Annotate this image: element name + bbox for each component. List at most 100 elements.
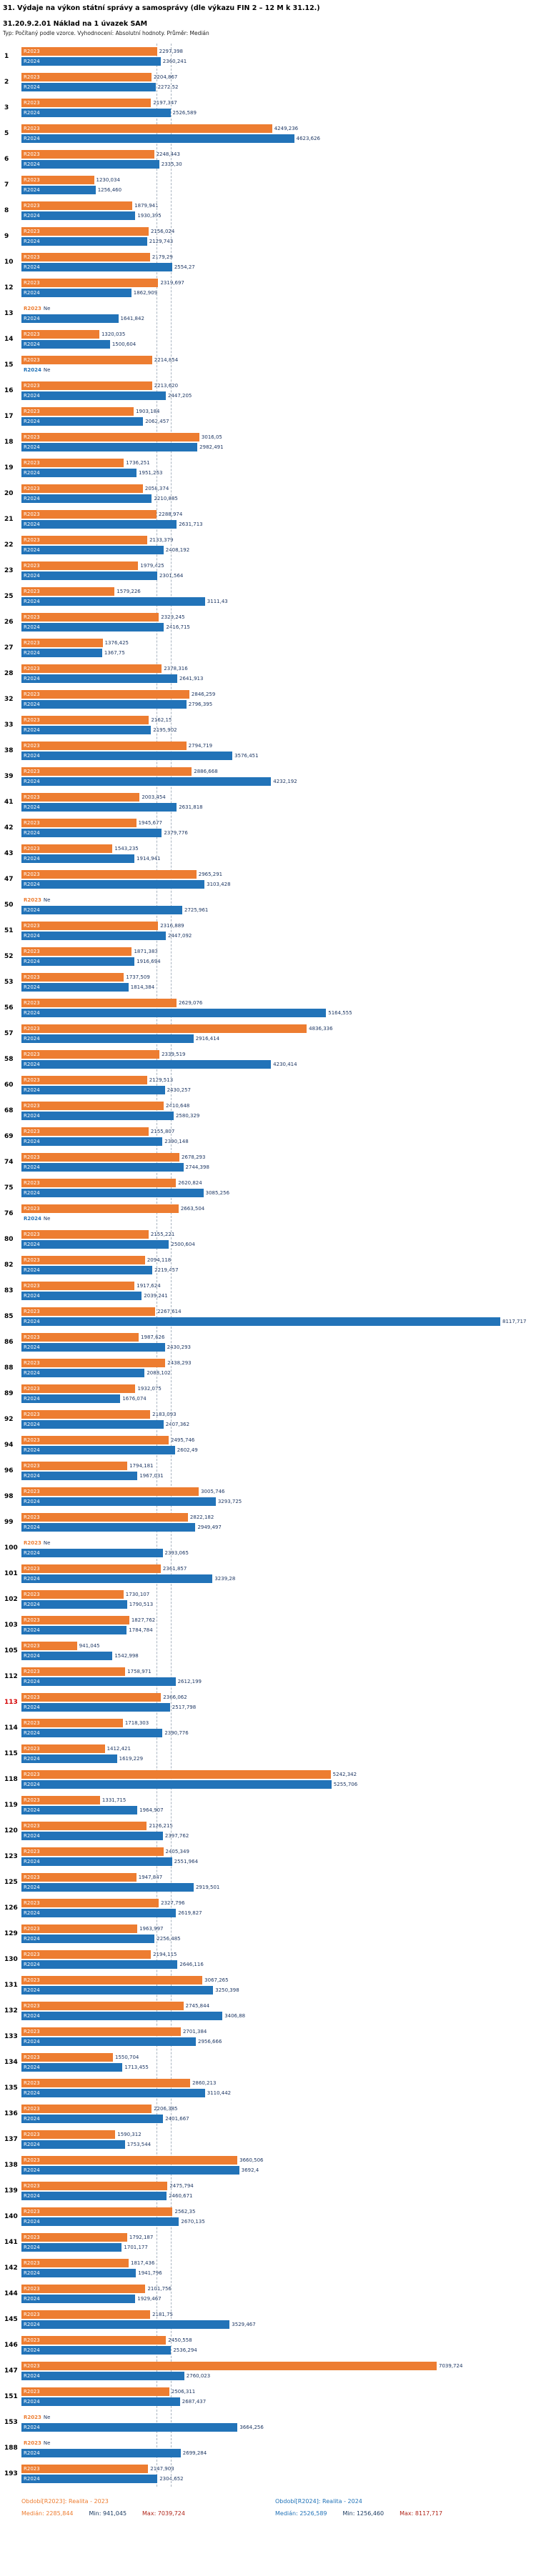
bar-r2023[interactable]: R2023 bbox=[21, 2078, 191, 2087]
bar-r2024[interactable]: R2024 bbox=[21, 2242, 122, 2252]
bar-r2023[interactable]: R2023 bbox=[21, 201, 133, 210]
bar-r2023[interactable]: R2023 bbox=[21, 226, 149, 236]
bar-r2024[interactable]: R2024 bbox=[21, 2140, 125, 2149]
bar-r2023[interactable]: R2023 bbox=[21, 1461, 128, 1470]
bar-r2023[interactable]: R2023 bbox=[21, 1692, 162, 1702]
bar-r2024[interactable]: R2024 bbox=[21, 1574, 213, 1583]
bar-r2023[interactable]: R2023 bbox=[21, 98, 152, 107]
bar-r2023[interactable]: R2023 bbox=[21, 741, 187, 750]
bar-r2023[interactable]: R2023 bbox=[21, 1409, 151, 1419]
bar-r2023[interactable]: R2023 bbox=[21, 2027, 181, 2036]
bar-r2024[interactable]: R2024 bbox=[21, 1317, 500, 1326]
bar-r2024[interactable]: R2024 bbox=[21, 1522, 196, 1532]
bar-r2023[interactable]: R2023 bbox=[21, 1307, 156, 1316]
bar-r2024[interactable]: R2024 bbox=[21, 1677, 176, 1686]
bar-r2023[interactable]: R2023 bbox=[21, 1744, 105, 1753]
bar-r2023[interactable]: R2023 bbox=[21, 715, 149, 724]
bar-r2024[interactable]: R2024 bbox=[21, 777, 272, 786]
bar-r2024[interactable]: R2024 bbox=[21, 2320, 230, 2329]
bar-r2023[interactable]: R2023 bbox=[21, 921, 159, 930]
bar-r2024[interactable]: R2024 bbox=[21, 1368, 145, 1377]
bar-r2024[interactable]: R2024 bbox=[21, 1471, 138, 1480]
bar-r2023[interactable]: R2023 bbox=[21, 406, 134, 416]
bar-r2023[interactable]: R2023 bbox=[21, 1795, 100, 1804]
bar-r2023[interactable]: R2023 bbox=[21, 2464, 149, 2473]
bar-r2023[interactable]: R2023 bbox=[21, 1358, 166, 1367]
bar-r2024[interactable]: R2024 bbox=[21, 56, 161, 66]
bar-r2024[interactable]: R2024 bbox=[21, 828, 162, 837]
bar-r2024[interactable]: R2024 bbox=[21, 2011, 223, 2020]
bar-r2024[interactable]: R2024 bbox=[21, 2088, 205, 2097]
bar-r2024[interactable]: R2024 bbox=[21, 1882, 194, 1892]
bar-r2024[interactable]: R2024 bbox=[21, 134, 294, 143]
bar-r2023[interactable]: R2023 bbox=[21, 2232, 127, 2242]
bar-r2023[interactable]: R2023 bbox=[21, 1101, 164, 1110]
bar-r2023[interactable]: R2023 bbox=[21, 1975, 203, 1985]
bar-r2023[interactable]: R2023 bbox=[21, 2284, 146, 2293]
bar-r2024[interactable]: R2024 bbox=[21, 1779, 332, 1789]
bar-r2023[interactable]: R2023 bbox=[21, 689, 189, 699]
bar-r2024[interactable]: R2024 bbox=[21, 1599, 127, 1609]
bar-r2023[interactable]: R2023 bbox=[21, 355, 152, 364]
bar-r2024[interactable]: R2024 bbox=[21, 314, 119, 323]
bar-r2024[interactable]: R2024 bbox=[21, 1239, 169, 1249]
bar-r2023[interactable]: R2023 bbox=[21, 1384, 136, 1393]
bar-r2023[interactable]: R2023 bbox=[21, 1718, 123, 1727]
bar-r2024[interactable]: R2024 bbox=[21, 391, 166, 400]
bar-r2024[interactable]: R2024 bbox=[21, 339, 110, 349]
bar-r2023[interactable]: R2023 bbox=[21, 1332, 139, 1342]
bar-r2024[interactable]: R2024 bbox=[21, 1137, 163, 1146]
bar-r2023[interactable]: R2023 bbox=[21, 1487, 199, 1496]
bar-r2023[interactable]: R2023 bbox=[21, 844, 113, 853]
bar-r2023[interactable]: R2023 bbox=[21, 329, 99, 339]
bar-r2024[interactable]: R2024 bbox=[21, 1162, 184, 1172]
bar-r2024[interactable]: R2024 bbox=[21, 1754, 117, 1763]
bar-r2024[interactable]: R2024 bbox=[21, 1445, 175, 1454]
bar-r2024[interactable]: R2024 bbox=[21, 1548, 163, 1557]
bar-r2024[interactable]: R2024 bbox=[21, 288, 131, 297]
bar-r2023[interactable]: R2023 bbox=[21, 1898, 159, 1907]
bar-r2023[interactable]: R2023 bbox=[21, 1049, 160, 1059]
bar-r2024[interactable]: R2024 bbox=[21, 1702, 170, 1712]
bar-r2024[interactable]: R2024 bbox=[21, 236, 147, 246]
bar-r2023[interactable]: R2023 bbox=[21, 1667, 126, 1676]
bar-r2023[interactable]: R2023 bbox=[21, 1769, 331, 1779]
bar-r2023[interactable]: R2023 bbox=[21, 149, 154, 159]
bar-r2023[interactable]: R2023 bbox=[21, 1075, 147, 1084]
bar-r2023[interactable]: R2023 bbox=[21, 586, 115, 596]
bar-r2024[interactable]: R2024 bbox=[21, 2397, 180, 2406]
bar-r2024[interactable]: R2024 bbox=[21, 1291, 142, 1300]
bar-r2023[interactable]: R2023 bbox=[21, 947, 132, 956]
bar-r2023[interactable]: R2023 bbox=[21, 2001, 184, 2010]
bar-r2023[interactable]: R2023 bbox=[21, 46, 157, 56]
bar-r2023[interactable]: R2023 bbox=[21, 1615, 129, 1624]
bar-r2024[interactable]: R2024 bbox=[21, 1934, 155, 1943]
bar-r2024[interactable]: R2024 bbox=[21, 802, 177, 812]
bar-r2024[interactable]: R2024 bbox=[21, 2448, 181, 2457]
bar-r2023[interactable]: R2023 bbox=[21, 1872, 137, 1882]
bar-r2023[interactable]: R2023 bbox=[21, 432, 199, 441]
bar-r2024[interactable]: R2024 bbox=[21, 699, 187, 709]
bar-r2023[interactable]: R2023 bbox=[21, 792, 140, 802]
bar-r2023[interactable]: R2023 bbox=[21, 1127, 149, 1136]
bar-r2024[interactable]: R2024 bbox=[21, 1085, 165, 1094]
bar-r2024[interactable]: R2024 bbox=[21, 1188, 204, 1197]
bar-r2023[interactable]: R2023 bbox=[21, 484, 143, 493]
bar-r2024[interactable]: R2024 bbox=[21, 545, 164, 554]
bar-r2024[interactable]: R2024 bbox=[21, 1985, 214, 1995]
bar-r2023[interactable]: R2023 bbox=[21, 2207, 173, 2216]
bar-r2024[interactable]: R2024 bbox=[21, 211, 136, 220]
bar-r2024[interactable]: R2024 bbox=[21, 2268, 137, 2277]
bar-r2024[interactable]: R2024 bbox=[21, 468, 137, 477]
bar-r2024[interactable]: R2024 bbox=[21, 905, 182, 914]
bar-r2023[interactable]: R2023 bbox=[21, 509, 157, 519]
bar-r2024[interactable]: R2024 bbox=[21, 2062, 123, 2072]
bar-r2024[interactable]: R2024 bbox=[21, 442, 198, 451]
bar-r2024[interactable]: R2024 bbox=[21, 416, 144, 426]
bar-r2024[interactable]: R2024 bbox=[21, 2114, 164, 2123]
bar-r2024[interactable]: R2024 bbox=[21, 1497, 216, 1506]
bar-r2023[interactable]: R2023 bbox=[21, 664, 162, 673]
bar-r2024[interactable]: R2024 bbox=[21, 494, 152, 503]
bar-r2023[interactable]: R2023 bbox=[21, 1512, 188, 1522]
bar-r2024[interactable]: R2024 bbox=[21, 2165, 239, 2175]
